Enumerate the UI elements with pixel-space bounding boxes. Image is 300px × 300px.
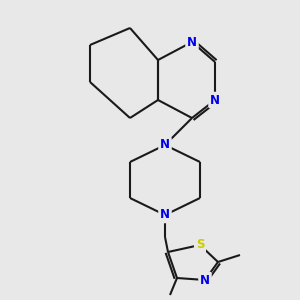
Text: N: N [200,274,210,286]
Text: N: N [160,208,170,221]
Text: N: N [210,94,220,106]
Text: N: N [187,35,197,49]
Text: S: S [196,238,204,251]
Text: N: N [160,139,170,152]
